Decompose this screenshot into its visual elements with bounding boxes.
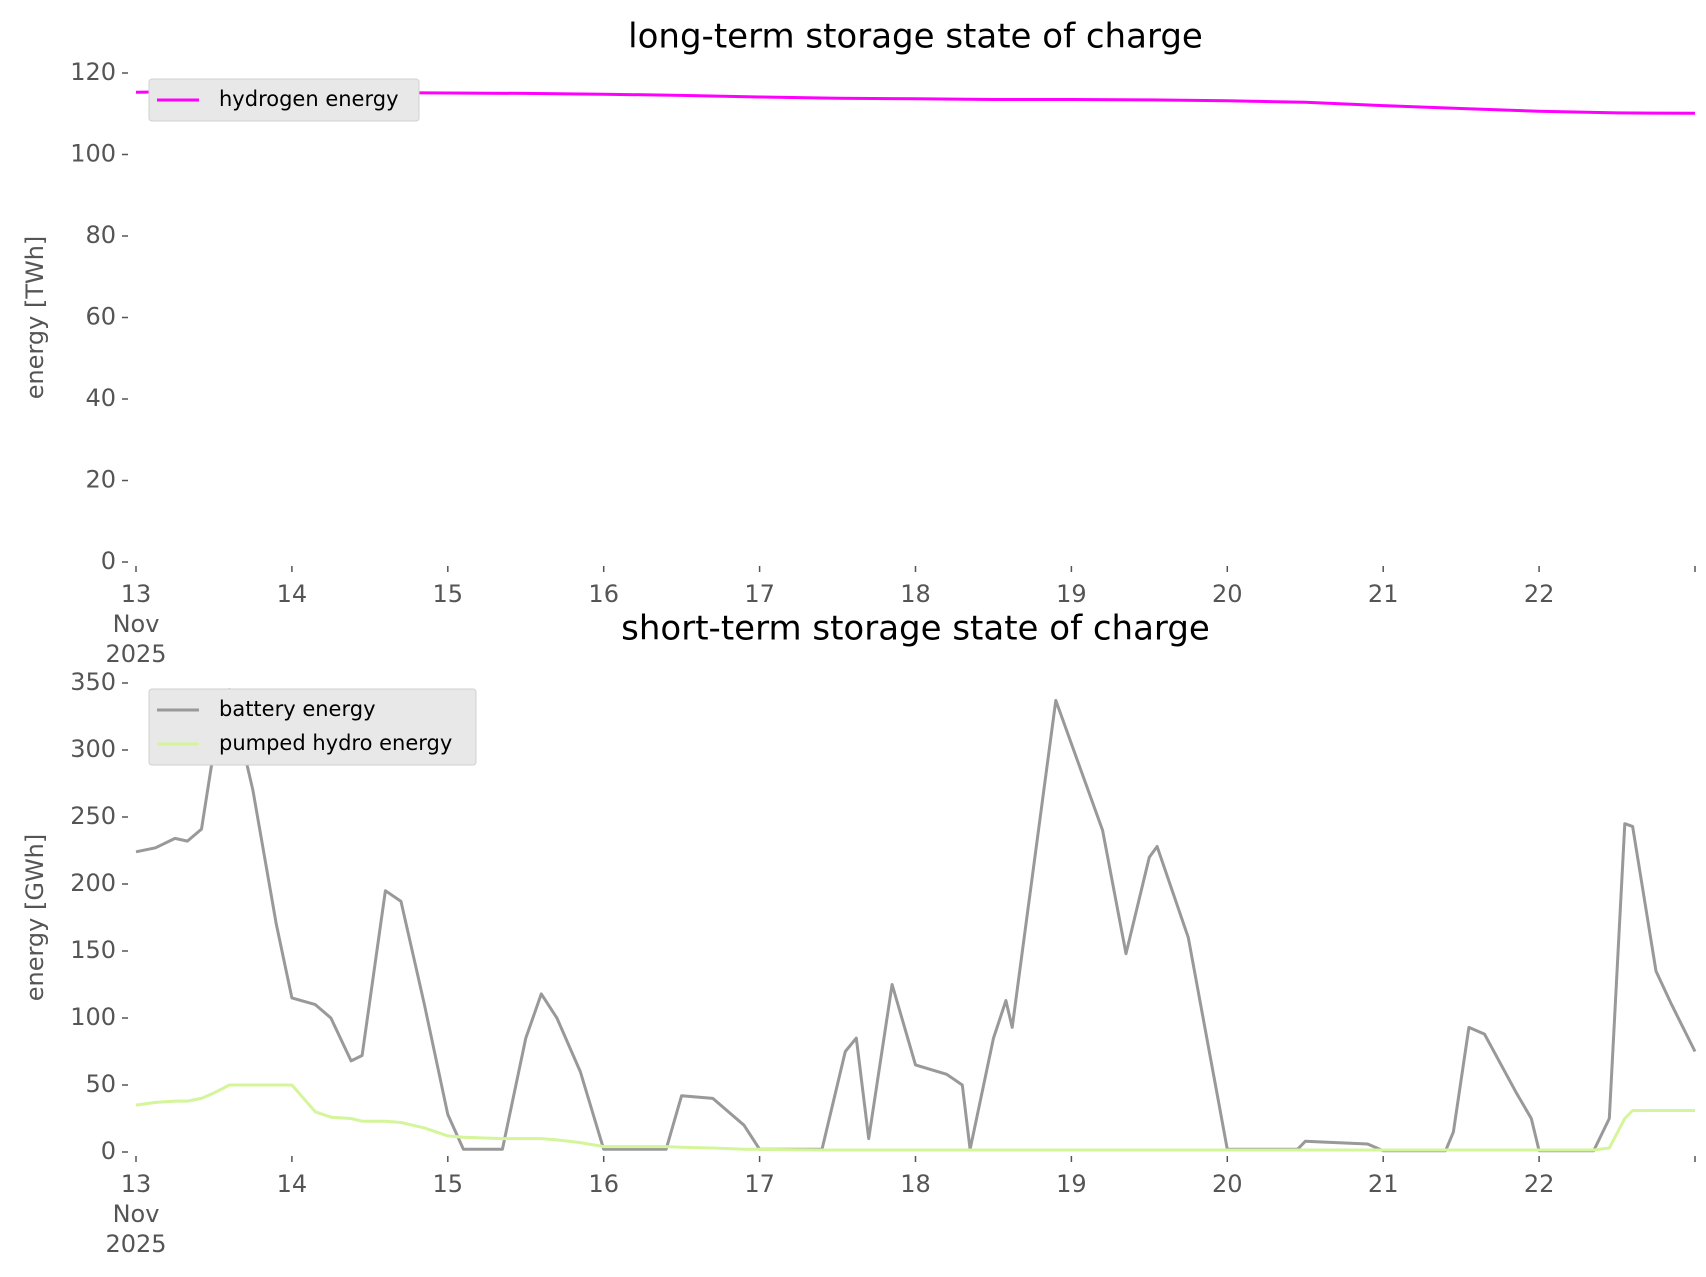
x-tick-label: 20 <box>1212 1170 1243 1198</box>
y-tick-label: 350 <box>70 668 116 696</box>
x-tick-label: 17 <box>744 1170 775 1198</box>
y-axis-label: energy [GWh] <box>21 834 49 1002</box>
y-tick-label: 150 <box>70 936 116 964</box>
x-tick-label: 14 <box>277 1170 308 1198</box>
x-tick-label: 18 <box>900 580 931 608</box>
y-tick-label: 0 <box>101 547 116 575</box>
legend-box <box>148 78 420 122</box>
legend-label: battery energy <box>219 697 376 721</box>
series-line <box>135 688 1697 1153</box>
y-tick-label: 50 <box>85 1070 116 1098</box>
x-tick-label: 22 <box>1524 1170 1555 1198</box>
x-tick-label: 18 <box>900 1170 931 1198</box>
y-tick-label: 60 <box>85 303 116 331</box>
y-tick-label: 40 <box>85 384 116 412</box>
y-axis-label: energy [TWh] <box>21 236 49 400</box>
x-tick-label: 21 <box>1368 580 1399 608</box>
y-tick-label: 120 <box>70 58 116 86</box>
x-tick-label: 22 <box>1524 580 1555 608</box>
series-line <box>135 1083 1695 1152</box>
y-tick-label: 100 <box>70 140 116 168</box>
y-tick-label: 20 <box>85 466 116 494</box>
x-tick-label: 13 Nov 2025 <box>105 580 166 668</box>
x-tick-label: 16 <box>588 1170 619 1198</box>
legend-box <box>148 688 477 766</box>
x-tick-label: 16 <box>588 580 619 608</box>
y-tick-label: 300 <box>70 735 116 763</box>
x-tick-label: 14 <box>277 580 308 608</box>
y-tick-label: 200 <box>70 869 116 897</box>
chart-title: short-term storage state of charge <box>621 609 1210 649</box>
x-tick-label: 17 <box>744 580 775 608</box>
x-tick-label: 13 Nov 2025 <box>105 1170 166 1258</box>
legend-label: pumped hydro energy <box>219 731 452 755</box>
x-tick-label: 19 <box>1056 1170 1087 1198</box>
y-tick-label: 0 <box>101 1137 116 1165</box>
y-tick-label: 100 <box>70 1003 116 1031</box>
x-tick-label: 15 <box>433 1170 464 1198</box>
x-tick-label: 20 <box>1212 580 1243 608</box>
x-tick-label: 21 <box>1368 1170 1399 1198</box>
y-tick-label: 250 <box>70 802 116 830</box>
y-tick-label: 80 <box>85 221 116 249</box>
legend-label: hydrogen energy <box>219 87 399 111</box>
chart-title: long-term storage state of charge <box>628 17 1203 57</box>
x-tick-label: 19 <box>1056 580 1087 608</box>
x-tick-label: 15 <box>433 580 464 608</box>
